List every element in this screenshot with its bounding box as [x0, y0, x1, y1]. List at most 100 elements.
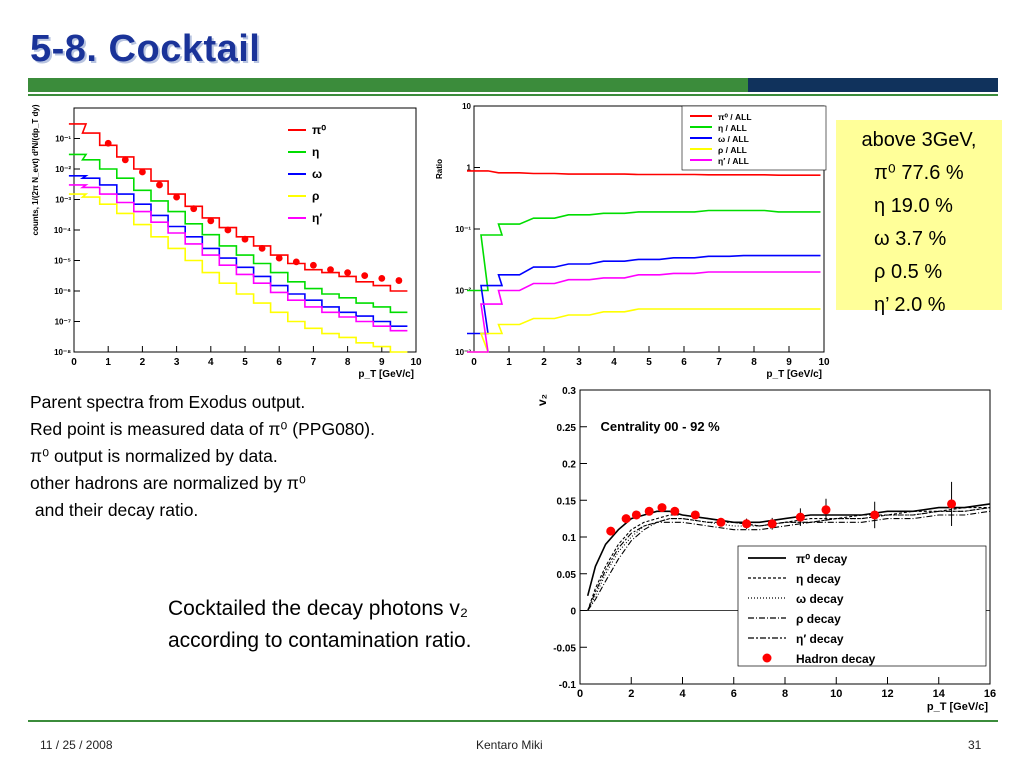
data-point	[292, 258, 300, 266]
x-tick-label: 6	[276, 357, 282, 368]
ratio-row-eta: η 19.0 %	[844, 190, 994, 223]
x-tick-label: 8	[751, 357, 757, 368]
legend-swatch-data	[762, 653, 772, 663]
y-tick-label: 10⁻³	[55, 196, 71, 205]
x-tick-label: 3	[576, 357, 582, 368]
y-tick-label: 10⁻³	[455, 348, 471, 357]
y-tick-label: 10⁻⁷	[55, 318, 71, 327]
legend-label-omega: ω / ALL	[718, 134, 749, 144]
x-tick-label: 5	[242, 357, 248, 368]
legend-label: ρ decay	[796, 612, 841, 626]
x-tick-label: 0	[71, 357, 77, 368]
y-tick-label: 10⁻¹	[455, 225, 471, 234]
data-point	[104, 139, 112, 147]
x-tick-label: 16	[984, 688, 996, 700]
data-point	[224, 226, 232, 234]
y-tick-label: 0.15	[557, 496, 577, 507]
x-axis-label: p_T [GeV/c]	[358, 369, 414, 380]
series-line-rho	[467, 308, 821, 353]
y-tick-label: -0.05	[553, 643, 576, 654]
x-tick-label: 7	[716, 357, 722, 368]
ratio-label: π⁰	[874, 162, 896, 184]
data-point	[378, 274, 386, 282]
data-point	[690, 510, 700, 520]
x-tick-label: 8	[345, 357, 351, 368]
legend-label-eta: η / ALL	[718, 123, 747, 133]
y-tick-label: 10	[462, 102, 471, 111]
ratio-value: 3.7 %	[895, 228, 947, 250]
data-point	[821, 505, 831, 515]
x-tick-label: 2	[541, 357, 547, 368]
x-tick-label: 5	[646, 357, 652, 368]
y-axis-label: counts, 1/(2π N_evt) d²N/(dp_T dy)	[31, 104, 40, 235]
legend-label: π⁰ decay	[796, 552, 848, 566]
header-rule	[28, 94, 998, 96]
notes-text: Parent spectra from Exodus output. Red p…	[30, 389, 375, 524]
data-point	[139, 168, 146, 176]
ratio-value: 0.5 %	[890, 261, 943, 283]
chart-title: Centrality 00 - 92 %	[601, 419, 721, 434]
series-line	[587, 507, 991, 611]
ratio-label: ρ	[874, 261, 886, 283]
ratio-value: 2.0 %	[894, 294, 946, 316]
series-line-etap	[68, 184, 408, 332]
legend-label-rho: ρ	[312, 189, 319, 203]
series-line	[587, 507, 991, 611]
legend-label-etap: η′	[312, 211, 322, 225]
data-point	[241, 235, 249, 243]
x-tick-label: 8	[782, 688, 788, 700]
x-tick-label: 0	[471, 357, 477, 368]
x-tick-label: 4	[679, 688, 686, 700]
ratio-row-omega: ω 3.7 %	[844, 223, 994, 256]
series-line-pi0	[467, 170, 821, 176]
x-tick-label: 9	[379, 357, 385, 368]
data-point	[310, 261, 317, 269]
y-tick-label: 0.2	[562, 460, 576, 471]
data-point	[670, 506, 680, 516]
data-point	[621, 514, 631, 524]
legend-label: η′ decay	[796, 632, 844, 646]
spectra-chart: 0 1 2 3 4 5 6 7 8 9 10 10⁻⁸ 10⁻⁷ 10⁻⁶ 10⁻⁵ 10⁻⁴ 10⁻³ 10⁻²…	[31, 104, 422, 380]
x-tick-label: 12	[881, 688, 893, 700]
v2-chart-panel: 0 2 4 6 8 10 12 14 16 -0.1 -0.05 0 0.05 0.1 0.15 0.2 0.2…	[534, 380, 1000, 714]
x-tick-label: 2	[140, 357, 146, 368]
y-tick-label: 10⁻¹	[55, 135, 71, 144]
x-tick-label: 2	[628, 688, 634, 700]
ratio-value: 77.6 %	[901, 162, 964, 184]
data-point	[742, 519, 752, 529]
x-tick-label: 14	[933, 688, 946, 700]
y-tick-label: 0.1	[562, 533, 576, 544]
data-point	[644, 506, 654, 516]
note-line: other hadrons are normalized by π⁰	[30, 473, 306, 493]
legend-label-pi0: π⁰	[312, 123, 326, 137]
series-line-omega	[68, 175, 408, 327]
data-point	[631, 510, 641, 520]
y-tick-label: 10⁻²	[55, 165, 71, 174]
y-tick-label: 0.05	[557, 570, 577, 581]
legend-label: Hadron decay	[796, 652, 876, 666]
data-point	[361, 272, 369, 279]
ratio-row-pi0: π⁰ 77.6 %	[844, 157, 994, 190]
legend-label: ω decay	[796, 592, 844, 606]
ratio-row-rho: ρ 0.5 %	[844, 256, 994, 289]
ratio-label: η’	[874, 294, 889, 316]
x-tick-label: 6	[731, 688, 737, 700]
x-tick-label: 4	[208, 357, 214, 368]
series-line-omega	[467, 254, 821, 335]
note-line: Parent spectra from Exodus output.	[30, 392, 306, 412]
data-point	[716, 517, 726, 527]
x-tick-label: 9	[786, 357, 792, 368]
y-tick-label: 10⁻²	[455, 287, 471, 296]
y-tick-label: 0.3	[562, 386, 576, 397]
spectra-chart-panel: 0 1 2 3 4 5 6 7 8 9 10 10⁻⁸ 10⁻⁷ 10⁻⁶ 10⁻⁵ 10⁻⁴ 10⁻³ 10⁻²…	[28, 100, 428, 380]
x-tick-label: 4	[611, 357, 617, 368]
y-tick-label: 0	[570, 607, 576, 618]
data-point	[870, 510, 880, 520]
y-tick-label: 10⁻⁸	[54, 348, 71, 357]
x-tick-label: 10	[410, 357, 422, 368]
ratio-label: η	[874, 195, 886, 217]
series-line-eta	[68, 153, 408, 314]
plot-frame	[73, 107, 417, 353]
data-point	[173, 193, 181, 201]
